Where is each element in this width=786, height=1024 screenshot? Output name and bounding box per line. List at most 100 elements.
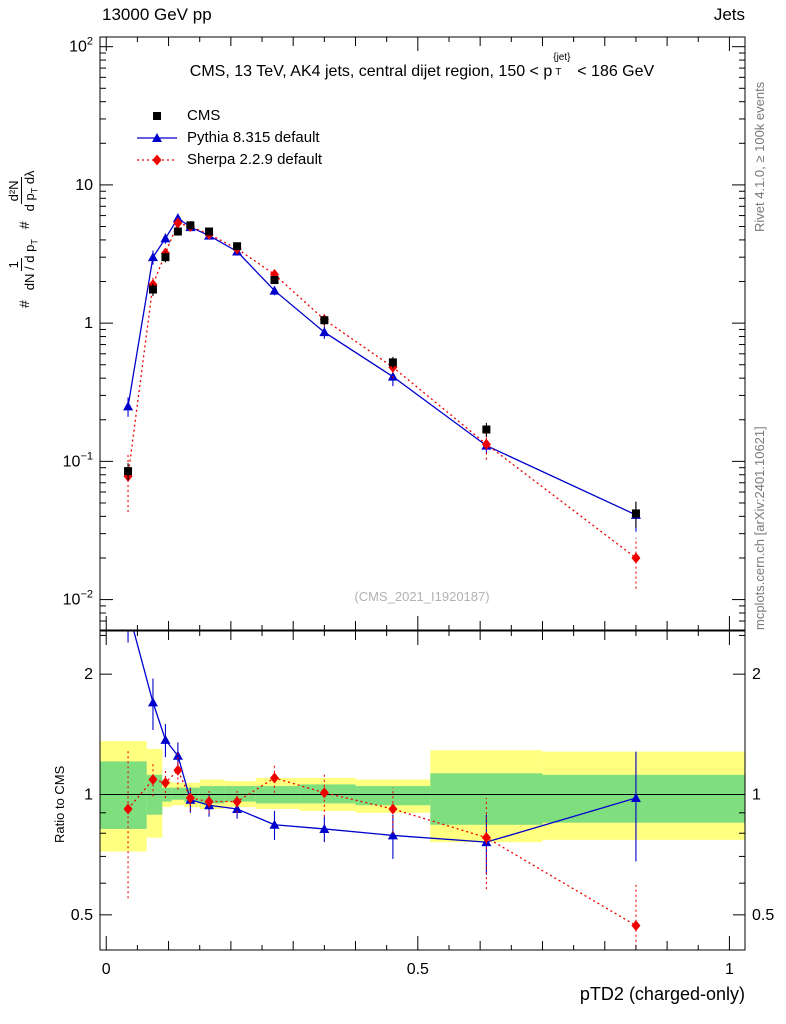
series-sherpa-2-2-9-default <box>123 750 641 950</box>
plot-title-pt-supsub: {jet} T <box>552 52 577 78</box>
marker-diamond <box>631 920 641 932</box>
marker-diamond <box>481 832 491 844</box>
mcplots-reference-label: mcplots.cern.ch [arXiv:2401.10621] <box>752 426 767 630</box>
marker-diamond <box>319 787 329 799</box>
marker-triangle <box>123 401 134 411</box>
marker-triangle <box>152 132 162 142</box>
marker-square <box>153 111 161 120</box>
y-tick-label: 10−1 <box>63 450 93 470</box>
watermark: (CMS_2021_I1920187) <box>354 589 490 604</box>
cms-marker-icon <box>153 111 161 120</box>
marker-triangle <box>269 819 280 829</box>
x-tick-label: 0.5 <box>407 961 429 978</box>
band-inner <box>171 787 185 800</box>
plot-title-sup: {jet} <box>553 52 571 63</box>
ratio-tick-label: 0.5 <box>752 907 774 924</box>
axis-tick-labels: 102 10 1 10−1 10−2 2 2 1 1 0.5 0.5 0 0.5 1 <box>63 36 775 978</box>
main-frame <box>99 36 746 631</box>
marker-triangle <box>172 750 183 760</box>
ylabel-frac2-den-tail: dλ <box>22 170 37 188</box>
ratio-tick-label: 2 <box>752 666 761 683</box>
marker-square <box>631 509 640 518</box>
series-cms <box>124 221 640 528</box>
band-inner <box>100 761 147 829</box>
marker-triangle <box>630 793 641 803</box>
rivet-version-label: Rivet 4.1.0, ≥ 100k events <box>752 81 767 232</box>
y-tick-label: 1 <box>84 315 93 332</box>
marker-square <box>186 221 195 230</box>
ratio-frame <box>99 630 746 951</box>
legend-item-cms: CMS <box>136 107 322 124</box>
marker-triangle <box>319 327 330 337</box>
pythia-marker-icon <box>137 132 177 142</box>
plot-title-text-end: < 186 GeV <box>577 63 655 80</box>
marker-diamond <box>481 438 491 450</box>
marker-triangle <box>147 252 158 262</box>
marker-triangle <box>123 605 133 614</box>
marker-square <box>124 467 133 476</box>
series-pythia-8-315-default <box>123 213 641 532</box>
marker-diamond <box>185 792 195 804</box>
ratio-tick-label: 1 <box>84 786 93 803</box>
marker-diamond <box>160 777 170 789</box>
marker-diamond <box>173 764 183 776</box>
marker-triangle <box>147 697 158 707</box>
x-tick-label: 0 <box>102 961 111 978</box>
x-tick-label: 1 <box>725 961 734 978</box>
marker-triangle <box>232 803 243 813</box>
band-inner <box>224 786 256 802</box>
ylabel-hash-1: # <box>16 300 33 308</box>
ylabel-frac-2: d²N d pT dλ <box>6 170 43 211</box>
y-tick-label: 102 <box>69 36 93 56</box>
marker-diamond <box>123 803 133 815</box>
y-tick-label: 10 <box>75 177 93 194</box>
ylabel-frac1-den-sub: T <box>29 239 40 245</box>
series-line <box>127 222 637 559</box>
axis-ticks <box>100 37 745 950</box>
ylabel-frac1-num: 1 <box>6 258 22 272</box>
marker-diamond <box>232 796 242 808</box>
marker-square <box>161 253 170 262</box>
plot-title-text: CMS, 13 TeV, AK4 jets, central dijet reg… <box>189 63 553 80</box>
marker-triangle <box>387 830 398 840</box>
marker-square <box>270 276 279 285</box>
y-tick-label: 10−2 <box>63 589 93 609</box>
ratio-uncertainty-bands <box>100 741 745 852</box>
series-line <box>133 631 637 843</box>
series-sherpa-2-2-9-default <box>123 217 641 589</box>
marker-square <box>388 358 397 367</box>
marker-square <box>233 242 242 251</box>
legend-label-cms: CMS <box>187 107 221 124</box>
band-inner <box>542 774 745 823</box>
marker-triangle <box>269 285 280 295</box>
marker-square <box>148 285 157 294</box>
ylabel-frac1-den-text: dN / d p <box>22 244 37 291</box>
marker-diamond <box>269 772 279 784</box>
marker-square <box>205 227 214 236</box>
marker-square <box>482 425 491 434</box>
ylabel-frac2-num: d²N <box>6 177 22 205</box>
marker-diamond <box>388 803 398 815</box>
sherpa-marker-icon <box>137 154 177 165</box>
marker-diamond <box>148 774 158 786</box>
marker-diamond <box>152 154 162 165</box>
ylabel-frac2-den: d pT dλ <box>22 170 43 211</box>
ratio-tick-label: 1 <box>752 786 761 803</box>
plot-title-sub: T <box>555 67 562 78</box>
marker-diamond <box>204 796 214 808</box>
marker-square <box>320 316 329 325</box>
marker-triangle <box>160 233 171 243</box>
beam-energy-label: 13000 GeV pp <box>102 5 212 24</box>
ylabel-frac1-den: dN / d pT <box>22 239 43 290</box>
ratio-tick-label: 2 <box>84 666 93 683</box>
band-inner <box>355 786 431 806</box>
ratio-tick-label: 0.5 <box>71 907 93 924</box>
ratio-y-axis-label: Ratio to CMS <box>52 765 67 843</box>
legend-item-pythia: Pythia 8.315 default <box>136 129 322 146</box>
marker-diamond <box>173 217 183 229</box>
analysis-group-label: Jets <box>713 5 745 24</box>
ylabel-frac-1: 1 dN / d pT <box>6 239 43 290</box>
legend-label-pythia: Pythia 8.315 default <box>187 129 320 146</box>
